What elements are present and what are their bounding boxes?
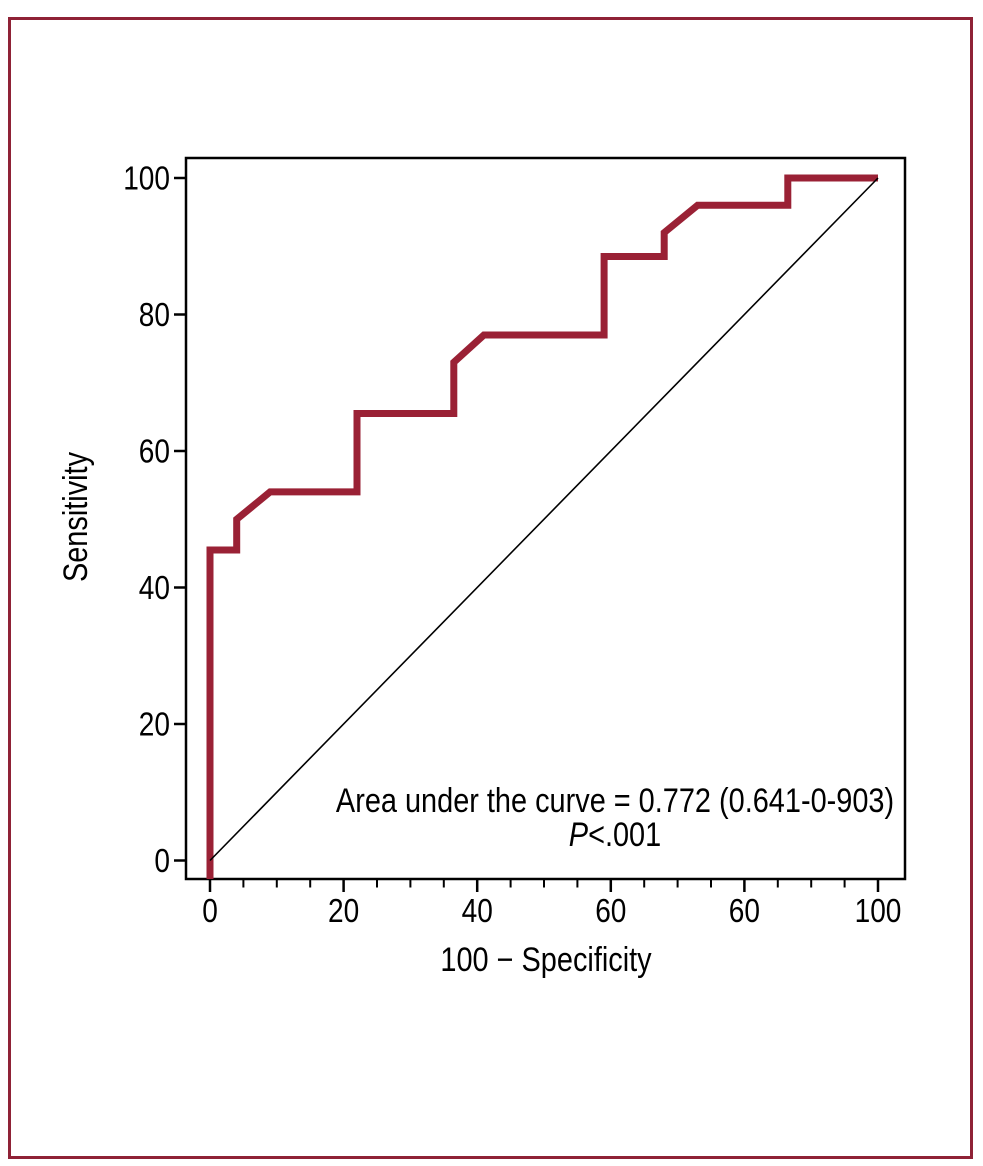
x-axis-title: 100 − Specificity: [440, 940, 651, 979]
x-tick-label: 100: [855, 893, 902, 930]
x-axis-minor-ticks: [243, 879, 844, 888]
p-value-symbol: P: [569, 815, 588, 854]
y-tick-label: 80: [139, 297, 170, 334]
y-axis-tick-labels: 0 20 40 60 80 100: [123, 160, 170, 879]
x-tick-label: 40: [462, 893, 493, 930]
y-tick-label: 100: [123, 160, 170, 197]
x-tick-label: 20: [328, 893, 359, 930]
y-tick-label: 0: [154, 843, 170, 880]
roc-chart: 0 20 40 60 80 100 0 20 40 60 60 100 Sensitivity 10…: [0, 0, 983, 1166]
x-tick-label: 0: [202, 893, 218, 930]
series-lines: [210, 178, 878, 879]
p-value-number: <.001: [588, 815, 661, 854]
y-tick-label: 40: [139, 570, 170, 607]
y-axis-title: Sensitivity: [56, 452, 95, 582]
x-axis-tick-labels: 0 20 40 60 60 100: [202, 893, 901, 930]
roc-curve-line: [210, 178, 878, 879]
y-axis-ticks: [174, 178, 186, 861]
p-value-annotation: P<.001: [569, 815, 661, 854]
y-tick-label: 20: [139, 706, 170, 743]
x-tick-label: 60: [729, 893, 760, 930]
auc-annotation: Area under the curve = 0.772 (0.641-0-90…: [336, 781, 894, 820]
reference-diagonal-line: [210, 178, 878, 861]
y-tick-label: 60: [139, 433, 170, 470]
x-tick-label: 60: [595, 893, 626, 930]
